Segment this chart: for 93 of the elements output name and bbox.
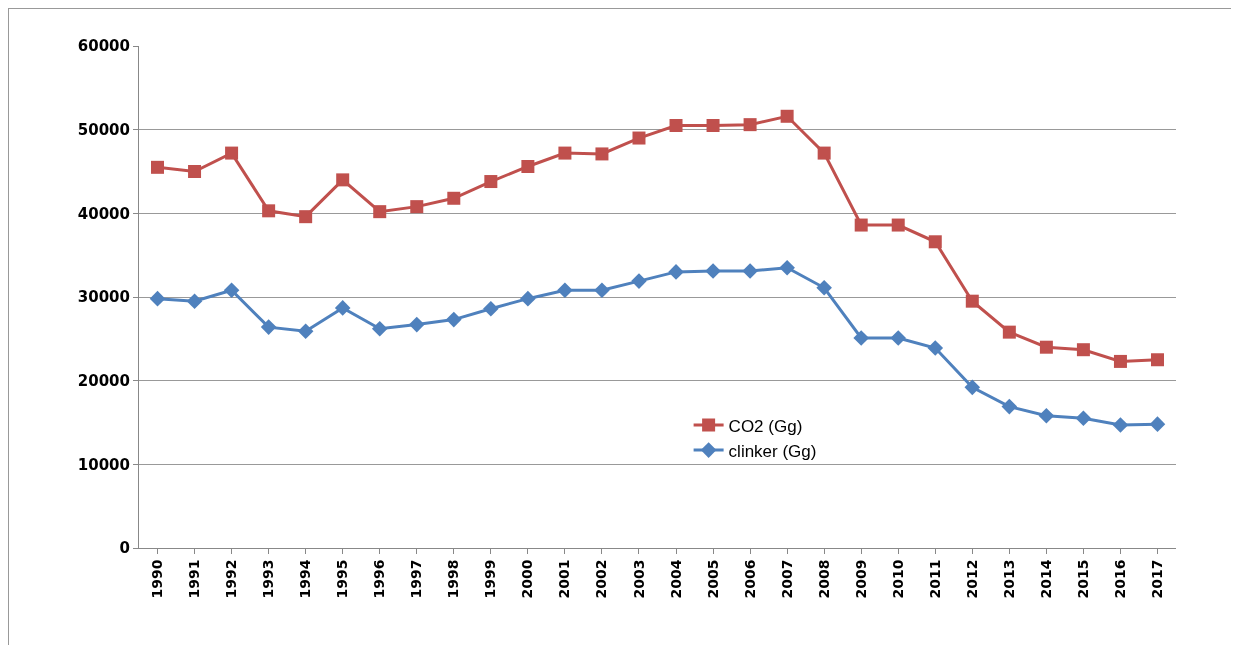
point — [927, 340, 944, 356]
point — [743, 118, 757, 132]
x-tick-label: 1995 — [334, 559, 351, 599]
x-tick-label: 1998 — [445, 559, 462, 599]
point — [595, 147, 609, 161]
x-tick-label: 2014 — [1037, 559, 1054, 599]
y-tick-label: 60000 — [77, 37, 130, 56]
point — [299, 210, 313, 224]
point — [928, 235, 942, 249]
point — [410, 200, 424, 214]
point — [1001, 398, 1018, 415]
point — [260, 319, 277, 335]
x-tick-label: 2016 — [1112, 559, 1128, 599]
point — [334, 300, 351, 316]
point — [817, 146, 831, 160]
x-tick-label: 2017 — [1149, 559, 1166, 599]
point — [558, 146, 572, 160]
point — [557, 282, 573, 299]
point — [1112, 417, 1129, 433]
point — [1039, 340, 1053, 354]
point — [408, 316, 425, 333]
x-tick-label: 2012 — [963, 559, 980, 599]
point — [1075, 410, 1092, 427]
x-tick-label: 2006 — [741, 559, 758, 599]
point — [262, 204, 276, 218]
point — [1076, 343, 1090, 357]
x-tick-label: 2010 — [889, 559, 906, 599]
x-tick-label: 1999 — [482, 559, 499, 599]
legend-label: CO2 (Gg) — [728, 416, 803, 436]
x-tick-label: 2011 — [926, 559, 943, 599]
x-tick-label: 2007 — [778, 559, 795, 599]
point — [188, 165, 202, 178]
point — [151, 160, 165, 174]
x-tick-label: 1993 — [260, 559, 277, 599]
x-tick-label: 1991 — [186, 559, 203, 599]
point — [223, 282, 240, 299]
point — [631, 273, 647, 289]
point — [225, 146, 239, 160]
x-tick-label: 1990 — [149, 559, 166, 599]
x-tick-label: 2015 — [1074, 559, 1091, 599]
y-tick-label: 30000 — [77, 288, 130, 307]
x-tick-label: 1994 — [297, 559, 314, 599]
x-tick-label: 2013 — [1000, 559, 1017, 599]
y-tick-label: 0 — [119, 539, 130, 558]
point — [336, 173, 350, 187]
point — [816, 280, 832, 296]
legend-label: clinker (Gg) — [728, 441, 817, 461]
point — [149, 290, 166, 307]
point — [484, 175, 498, 189]
point — [447, 191, 461, 205]
point — [890, 330, 907, 346]
point — [632, 131, 646, 145]
point — [705, 263, 721, 279]
x-tick-label: 1992 — [223, 559, 240, 599]
x-tick-label: 2004 — [667, 559, 684, 599]
point — [1038, 408, 1055, 424]
point — [1113, 354, 1127, 368]
point — [297, 323, 314, 340]
x-tick-label: 2009 — [852, 559, 869, 599]
x-tick-label: 2001 — [556, 559, 573, 599]
point — [706, 118, 720, 132]
point — [371, 320, 388, 337]
x-tick-label: 2005 — [704, 559, 721, 599]
point — [1002, 325, 1016, 339]
y-tick-label: 20000 — [77, 371, 130, 390]
x-tick-label: 1996 — [371, 559, 388, 599]
point — [446, 311, 462, 328]
point — [594, 282, 610, 299]
point — [965, 294, 979, 308]
point — [668, 264, 684, 280]
point — [521, 159, 535, 173]
y-tick-label: 50000 — [77, 120, 130, 139]
point — [520, 290, 536, 307]
point — [964, 379, 981, 396]
point — [854, 218, 868, 232]
point — [891, 218, 905, 232]
point — [742, 263, 758, 279]
point — [780, 109, 794, 123]
x-tick-label: 2002 — [593, 559, 610, 599]
point — [373, 205, 387, 219]
y-tick-label: 10000 — [77, 455, 130, 474]
point — [853, 330, 869, 346]
x-tick-label: 2003 — [630, 559, 647, 599]
point — [186, 293, 203, 309]
x-tick-label: 2000 — [519, 559, 536, 599]
point — [1149, 416, 1166, 432]
x-tick-label: 1997 — [408, 559, 425, 599]
x-tick-label: 2008 — [815, 559, 832, 599]
point — [779, 259, 795, 276]
point — [1150, 353, 1164, 367]
y-tick-label: 40000 — [77, 204, 130, 223]
point — [483, 300, 499, 317]
point — [669, 118, 683, 132]
